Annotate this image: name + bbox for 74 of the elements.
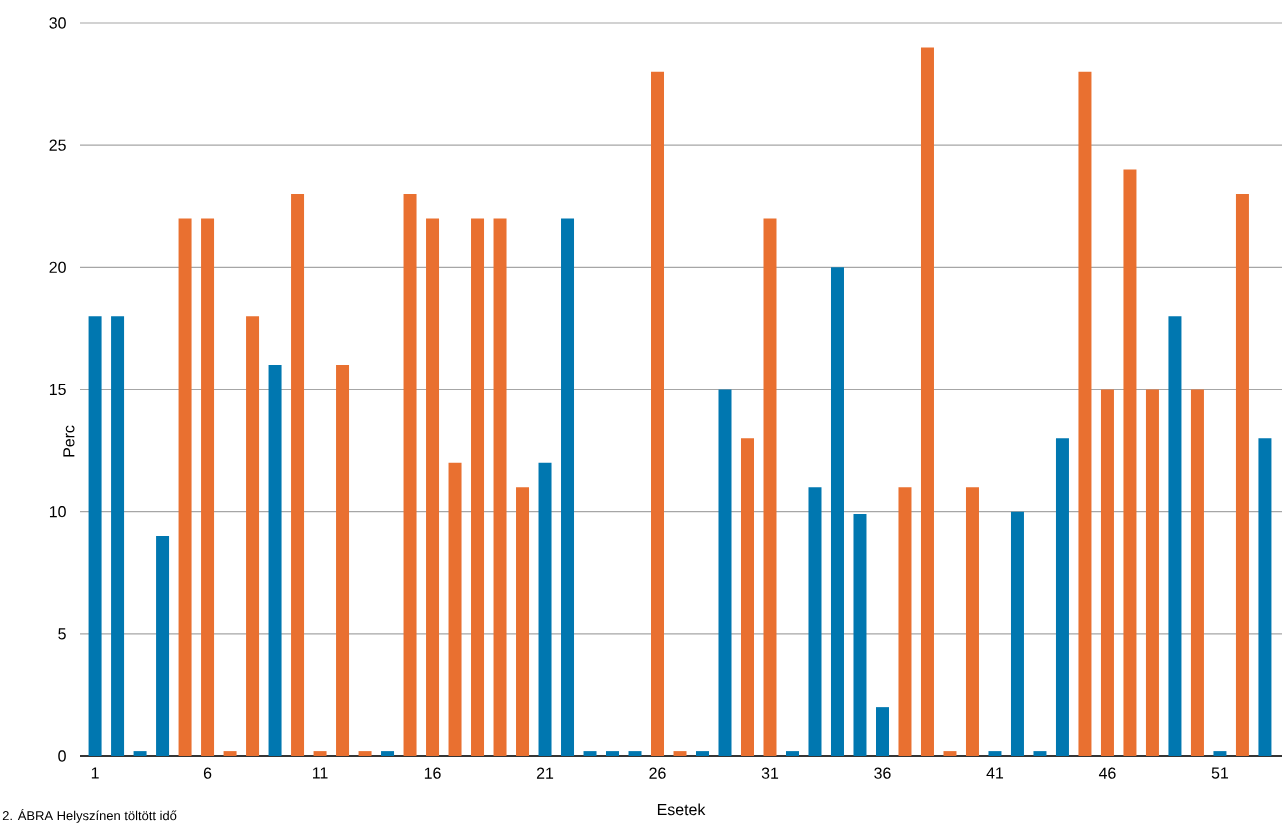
bar bbox=[471, 218, 485, 756]
bar bbox=[898, 487, 912, 756]
x-tick-label: 11 bbox=[312, 767, 328, 779]
x-tick-label: 31 bbox=[761, 767, 779, 779]
bar bbox=[1033, 751, 1047, 756]
bar bbox=[583, 751, 597, 756]
y-tick-label: 0 bbox=[58, 750, 66, 762]
bar bbox=[1168, 316, 1182, 756]
x-tick-label: 6 bbox=[203, 767, 212, 779]
x-tick-label: 36 bbox=[874, 767, 891, 779]
bar bbox=[313, 751, 327, 756]
bar bbox=[111, 316, 125, 756]
x-tick-label: 16 bbox=[424, 767, 441, 779]
bar bbox=[988, 751, 1002, 756]
bar bbox=[493, 218, 507, 756]
x-axis-title: Esetek bbox=[657, 803, 706, 816]
bar bbox=[516, 487, 530, 756]
bar bbox=[448, 462, 462, 756]
bar bbox=[830, 267, 844, 756]
bar bbox=[336, 365, 350, 756]
bar bbox=[808, 487, 822, 756]
bar bbox=[696, 751, 709, 756]
bar bbox=[178, 218, 192, 756]
bar bbox=[875, 707, 889, 756]
bar bbox=[201, 218, 215, 756]
bar bbox=[133, 751, 147, 756]
bar bbox=[1190, 389, 1204, 756]
bar bbox=[943, 751, 957, 756]
x-tick-label: 1 bbox=[91, 767, 99, 779]
bar bbox=[246, 316, 260, 756]
x-tick-label: 41 bbox=[986, 767, 1004, 779]
text: 2. ÁBRA Helyszínen töltött idő bbox=[2, 808, 177, 823]
bar bbox=[426, 218, 440, 756]
x-tick-label: 51 bbox=[1211, 767, 1229, 779]
bar bbox=[538, 462, 552, 756]
bar bbox=[606, 751, 620, 756]
bar bbox=[1078, 71, 1092, 756]
y-tick-label: 20 bbox=[49, 261, 66, 273]
bar bbox=[853, 514, 867, 756]
y-tick-label: 30 bbox=[49, 17, 66, 29]
bar bbox=[1055, 438, 1069, 756]
y-tick-label: 10 bbox=[49, 506, 66, 518]
y-tick-label: 5 bbox=[58, 628, 66, 640]
bar bbox=[920, 47, 934, 756]
y-tick-label: 25 bbox=[49, 139, 66, 151]
bar bbox=[785, 751, 799, 756]
y-tick-label: 15 bbox=[49, 383, 66, 396]
bar bbox=[403, 194, 417, 756]
x-tick-label: 26 bbox=[649, 767, 666, 779]
y-axis-title: Perc bbox=[63, 425, 75, 457]
bar bbox=[1010, 511, 1024, 756]
bar bbox=[965, 487, 979, 756]
bar bbox=[291, 194, 305, 756]
bar bbox=[358, 751, 372, 756]
bar bbox=[561, 218, 575, 756]
bar bbox=[1145, 389, 1159, 756]
bar bbox=[651, 71, 665, 756]
bar bbox=[268, 365, 282, 756]
bar bbox=[156, 536, 170, 756]
bar bbox=[1258, 438, 1272, 756]
bar bbox=[1123, 169, 1137, 756]
x-tick-label: 46 bbox=[1098, 767, 1116, 779]
bar bbox=[628, 751, 642, 756]
bar bbox=[673, 751, 687, 756]
bar bbox=[763, 218, 777, 756]
bar bbox=[223, 751, 237, 756]
bar bbox=[1100, 389, 1114, 756]
bar bbox=[1213, 751, 1227, 756]
x-tick-label: 21 bbox=[536, 767, 554, 779]
bar bbox=[88, 316, 102, 756]
bar bbox=[741, 438, 754, 756]
bar bbox=[1235, 194, 1249, 756]
bar bbox=[718, 389, 732, 756]
bar bbox=[381, 751, 395, 756]
